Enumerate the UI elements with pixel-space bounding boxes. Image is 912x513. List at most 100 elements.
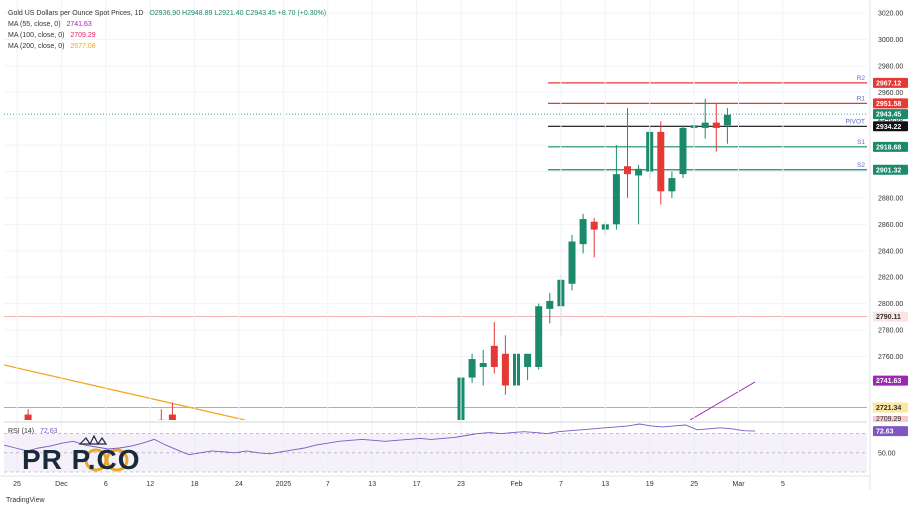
candle-body: [635, 168, 643, 176]
price-pane: [4, 12, 867, 420]
candle-body: [612, 174, 620, 225]
candle-body: [701, 122, 709, 128]
y-tick-label: 2760.00: [878, 354, 903, 361]
rsi-band: [4, 433, 867, 472]
candle-body: [723, 114, 731, 126]
candle-body: [579, 219, 587, 245]
x-tick-label: 2025: [276, 481, 292, 488]
x-tick-label: 7: [326, 481, 330, 488]
x-tick-label: 6: [104, 481, 108, 488]
candle-body: [501, 353, 509, 386]
tradingview-brand: TradingView: [6, 497, 45, 504]
candle-body: [712, 122, 720, 128]
y-tick-label: 2940.00: [878, 116, 903, 123]
level-name-s1: S1: [857, 139, 865, 146]
ma200-legend: MA (200, close, 0) 2577.08: [8, 43, 96, 50]
rsi-tag: 72.63: [876, 429, 894, 436]
candle-body: [168, 414, 176, 420]
candle-body: [524, 353, 532, 367]
x-tick-label: 25: [690, 481, 698, 488]
x-tick-label: 23: [457, 481, 465, 488]
ma100-tag-bg: [873, 416, 908, 422]
ma55-legend: MA (55, close, 0) 2741.63: [8, 21, 92, 28]
logo-ring-right: [105, 448, 129, 472]
trendline-orange: [4, 364, 246, 420]
ma100-tag: 2709.29: [876, 416, 901, 423]
x-tick-label: 24: [235, 481, 243, 488]
candle-body: [590, 221, 598, 230]
candle-body: [668, 178, 676, 192]
level-tag-r2-bg: [873, 77, 908, 88]
rsi-line: [3, 423, 756, 456]
candle-body: [24, 414, 32, 420]
x-tick-label: 12: [146, 481, 154, 488]
rsi-tick-label: 50.00: [878, 450, 896, 457]
chart-title: Gold US Dollars per Ounce Spot Prices, 1…: [8, 10, 144, 17]
ma200-legend-label: MA (200, close, 0): [8, 43, 65, 50]
orange-line-tag: 2721.34: [876, 405, 901, 412]
candle-body: [468, 359, 476, 378]
ma55-tag-bg: [873, 375, 908, 386]
y-tick-label: 2980.00: [878, 63, 903, 70]
pink-line-tag-bg: [873, 311, 908, 322]
candle-body: [157, 419, 165, 420]
level-name-s2: S2: [857, 162, 865, 169]
level-tag-s1: 2918.68: [876, 144, 901, 151]
chart-title-row: Gold US Dollars per Ounce Spot Prices, 1…: [8, 10, 326, 17]
candle-body: [679, 127, 687, 175]
candle-body: [624, 166, 631, 175]
x-tick-label: 5: [781, 481, 785, 488]
last-price-tag: 2943.45: [876, 112, 901, 119]
y-tick-label: 2780.00: [878, 328, 903, 335]
x-tick-label: 7: [559, 481, 563, 488]
ohlc-readout: O2936.90 H2948.89 L2921.40 C2943.45 +8.7…: [149, 10, 327, 17]
level-name-r1: R1: [857, 95, 866, 102]
x-tick-label: Feb: [510, 481, 522, 488]
pink-line-tag: 2790.11: [876, 314, 901, 321]
ma55-tag: 2741.63: [876, 378, 901, 385]
x-tick-label: 13: [368, 481, 376, 488]
y-tick-label: 3000.00: [878, 37, 903, 44]
x-tick-label: 18: [191, 481, 199, 488]
last-price-tag-bg: [873, 109, 908, 120]
y-tick-label: 3020.00: [878, 11, 903, 18]
level-tag-s2-bg: [873, 164, 908, 175]
ma100-legend: MA (100, close, 0) 2709.29: [8, 32, 96, 39]
level-tag-r1-bg: [873, 98, 908, 109]
x-tick-label: 19: [646, 481, 654, 488]
level-tag-s2: 2901.32: [876, 167, 901, 174]
candle-body: [479, 363, 487, 367]
level-tag-r1: 2951.58: [876, 101, 901, 108]
x-tick-label: 17: [413, 481, 421, 488]
y-tick-label: 2820.00: [878, 275, 903, 282]
y-tick-label: 2960.00: [878, 90, 903, 97]
crown-icon: [78, 434, 108, 446]
level-name-r2: R2: [857, 75, 866, 82]
ma200-legend-value: 2577.08: [70, 43, 96, 50]
candle-body: [490, 345, 498, 367]
rsi-label-value: 72.63: [40, 428, 58, 435]
y-tick-label: 2880.00: [878, 195, 903, 202]
rsi-label: RSI (14): [8, 428, 34, 435]
y-tick-label: 2860.00: [878, 222, 903, 229]
level-tag-s1-bg: [873, 141, 908, 152]
ma55-legend-value: 2741.63: [66, 21, 92, 28]
ma100-legend-value: 2709.29: [70, 32, 96, 39]
orange-line-tag-bg: [873, 402, 908, 413]
candle-body: [535, 306, 543, 367]
y-tick-label: 2800.00: [878, 301, 903, 308]
candle-body: [546, 300, 554, 309]
level-tag-pivot: 2934.22: [876, 124, 901, 131]
level-name-pivot: PIVOT: [845, 118, 865, 125]
y-tick-label: 2840.00: [878, 248, 903, 255]
ma100-legend-label: MA (100, close, 0): [8, 32, 65, 39]
candle-body: [568, 241, 576, 284]
ma55-line: [689, 381, 756, 420]
rsi-tag-bg: [873, 426, 908, 437]
level-tag-pivot-bg: [873, 121, 908, 132]
x-tick-label: 13: [601, 481, 609, 488]
x-tick-label: 25: [13, 481, 21, 488]
x-tick-label: Dec: [55, 481, 68, 488]
